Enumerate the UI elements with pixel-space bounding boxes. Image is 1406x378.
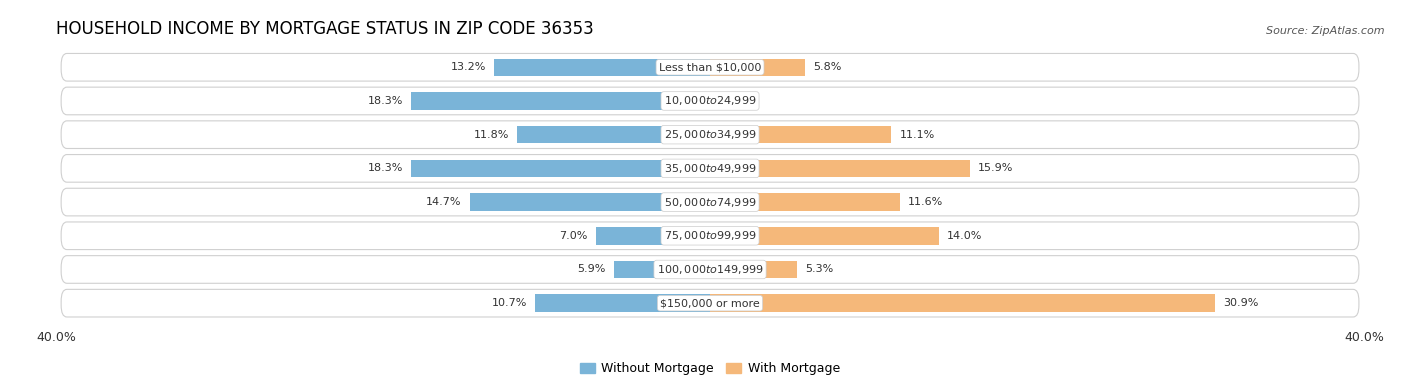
Text: $35,000 to $49,999: $35,000 to $49,999 [664, 162, 756, 175]
FancyBboxPatch shape [60, 155, 1360, 182]
Text: $25,000 to $34,999: $25,000 to $34,999 [664, 128, 756, 141]
Text: 5.9%: 5.9% [576, 265, 606, 274]
Text: 7.0%: 7.0% [560, 231, 588, 241]
Bar [613, 261, 710, 278]
Text: 13.2%: 13.2% [451, 62, 486, 72]
Bar [596, 227, 710, 245]
FancyBboxPatch shape [60, 289, 1360, 317]
Bar [517, 126, 710, 143]
Legend: Without Mortgage, With Mortgage: Without Mortgage, With Mortgage [575, 357, 845, 378]
Bar [710, 261, 797, 278]
Text: 15.9%: 15.9% [979, 163, 1014, 174]
Text: $100,000 to $149,999: $100,000 to $149,999 [657, 263, 763, 276]
Bar [495, 59, 710, 76]
Bar [710, 59, 804, 76]
Bar [710, 160, 970, 177]
Text: 11.6%: 11.6% [908, 197, 943, 207]
FancyBboxPatch shape [60, 222, 1360, 249]
Text: 18.3%: 18.3% [367, 96, 402, 106]
FancyBboxPatch shape [60, 188, 1360, 216]
FancyBboxPatch shape [60, 53, 1360, 81]
Text: 14.7%: 14.7% [426, 197, 461, 207]
Text: Source: ZipAtlas.com: Source: ZipAtlas.com [1267, 26, 1385, 36]
Text: 5.3%: 5.3% [804, 265, 834, 274]
Text: 18.3%: 18.3% [367, 163, 402, 174]
Text: $150,000 or more: $150,000 or more [661, 298, 759, 308]
Bar [710, 193, 900, 211]
Bar [411, 92, 710, 110]
Text: 10.7%: 10.7% [492, 298, 527, 308]
Bar [470, 193, 710, 211]
Bar [710, 126, 891, 143]
Bar [536, 294, 710, 312]
Bar [411, 160, 710, 177]
FancyBboxPatch shape [60, 87, 1360, 115]
Bar [710, 294, 1215, 312]
Text: 11.1%: 11.1% [900, 130, 935, 139]
Text: $50,000 to $74,999: $50,000 to $74,999 [664, 195, 756, 209]
Text: 14.0%: 14.0% [948, 231, 983, 241]
Text: HOUSEHOLD INCOME BY MORTGAGE STATUS IN ZIP CODE 36353: HOUSEHOLD INCOME BY MORTGAGE STATUS IN Z… [56, 20, 593, 38]
Text: $75,000 to $99,999: $75,000 to $99,999 [664, 229, 756, 242]
Text: 5.8%: 5.8% [813, 62, 841, 72]
Text: 30.9%: 30.9% [1223, 298, 1258, 308]
FancyBboxPatch shape [60, 256, 1360, 283]
Text: 11.8%: 11.8% [474, 130, 509, 139]
FancyBboxPatch shape [60, 121, 1360, 149]
Text: 0.0%: 0.0% [718, 96, 747, 106]
Text: Less than $10,000: Less than $10,000 [659, 62, 761, 72]
Bar [710, 227, 939, 245]
Text: $10,000 to $24,999: $10,000 to $24,999 [664, 94, 756, 107]
